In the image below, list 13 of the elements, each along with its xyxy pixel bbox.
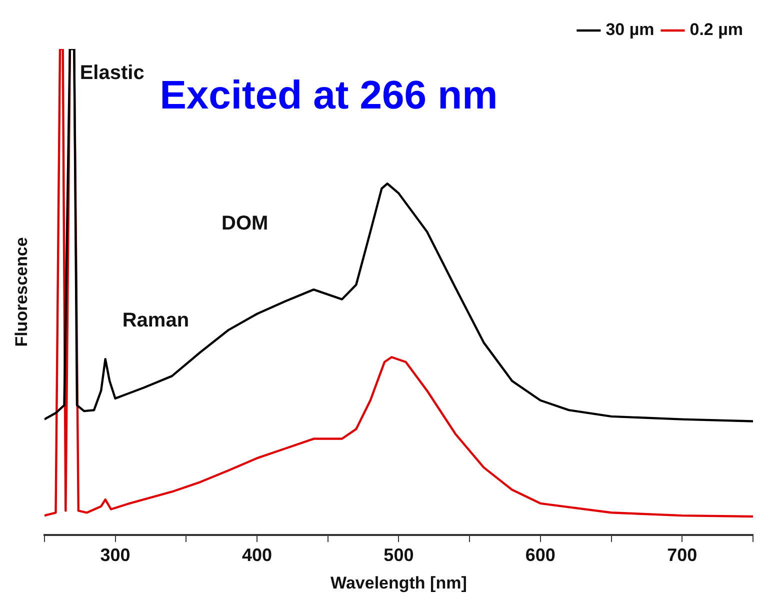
x-tick-label: 300 [100, 544, 130, 565]
legend-label: 0.2 µm [690, 20, 744, 40]
annotation: DOM [222, 212, 268, 234]
annotation: Raman [122, 310, 190, 332]
x-tick-label: 400 [242, 544, 272, 565]
x-tick-label: 700 [667, 544, 698, 565]
x-tick-label: 500 [384, 544, 414, 565]
x-tick-label: 600 [525, 544, 556, 565]
legend-label: 30 µm [606, 20, 654, 40]
y-axis-title: Fluorescence [12, 237, 31, 347]
x-axis-title: Wavelength [nm] [330, 573, 467, 592]
annotation: Excited at 266 nm [160, 74, 498, 118]
annotation: Elastic [80, 62, 144, 84]
